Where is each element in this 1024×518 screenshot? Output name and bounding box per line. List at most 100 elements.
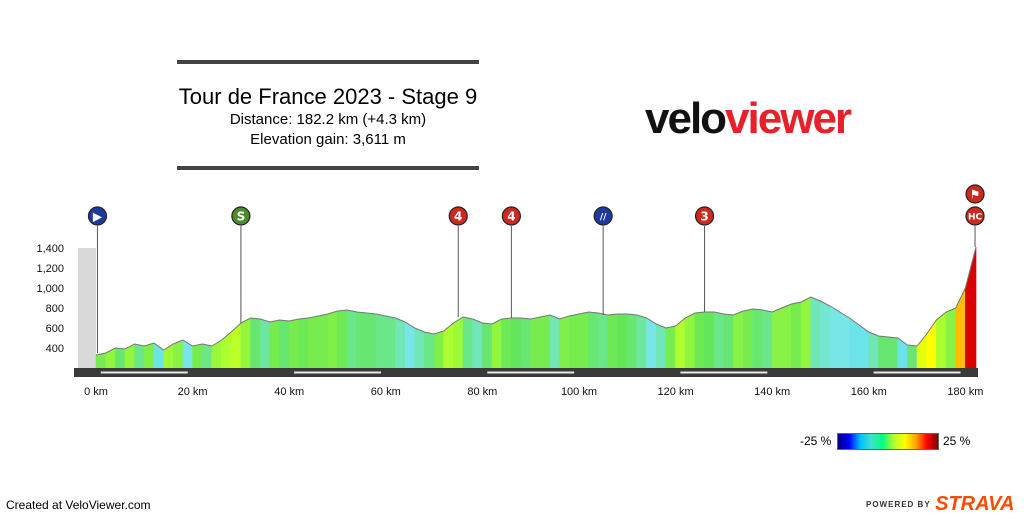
marker-3-symbol: 4 bbox=[507, 210, 515, 224]
profile-segment bbox=[520, 317, 531, 369]
profile-segment bbox=[317, 313, 329, 369]
profile-segment bbox=[395, 317, 406, 369]
profile-segment bbox=[240, 317, 251, 369]
marker-0-icon bbox=[87, 206, 108, 226]
profile-segment bbox=[482, 322, 493, 369]
profile-segment bbox=[878, 335, 889, 369]
profile-segment bbox=[820, 300, 831, 369]
profile-segment bbox=[559, 315, 570, 369]
veloviewer-logo: veloviewer bbox=[645, 94, 852, 144]
profile-segment bbox=[936, 311, 947, 369]
profile-segment bbox=[211, 339, 222, 369]
profile-segment bbox=[549, 314, 560, 369]
profile-segment bbox=[655, 323, 667, 369]
x-tick-label: 100 km bbox=[561, 386, 597, 398]
marker-7-icon bbox=[965, 184, 985, 204]
profile-segment bbox=[453, 316, 464, 369]
profile-segment bbox=[221, 331, 232, 369]
profile-segment bbox=[327, 310, 338, 369]
profile-segment bbox=[752, 308, 763, 369]
profile-segment bbox=[172, 339, 184, 369]
profile-segment bbox=[694, 311, 705, 369]
x-tick-label: 20 km bbox=[178, 386, 208, 398]
profile-segment bbox=[762, 309, 773, 369]
profile-segment bbox=[771, 307, 783, 369]
profile-segment bbox=[250, 317, 261, 369]
profile-segment bbox=[723, 313, 734, 369]
profile-segment bbox=[230, 322, 242, 369]
profile-segment bbox=[742, 308, 754, 369]
profile-segment bbox=[578, 311, 589, 369]
profile-segment bbox=[945, 307, 957, 369]
profile-segment bbox=[955, 287, 966, 369]
profile-segment bbox=[308, 315, 319, 369]
pre-start-area bbox=[78, 248, 96, 368]
profile-segment bbox=[433, 330, 445, 369]
profile-segment bbox=[839, 311, 850, 369]
y-tick-label: 600 bbox=[46, 323, 64, 335]
gradient-legend-bar bbox=[837, 433, 939, 450]
profile-segment bbox=[781, 303, 792, 369]
profile-segment bbox=[366, 312, 377, 369]
profile-segment bbox=[279, 319, 290, 369]
profile-segment bbox=[665, 325, 676, 369]
marker-5-symbol: 3 bbox=[700, 210, 708, 224]
profile-segment bbox=[134, 343, 145, 369]
profile-segment bbox=[598, 312, 609, 369]
x-tick-label: 120 km bbox=[658, 386, 694, 398]
profile-segment bbox=[588, 311, 599, 369]
profile-segment bbox=[530, 316, 541, 369]
profile-segment bbox=[569, 313, 580, 369]
y-tick-label: 1,200 bbox=[36, 263, 64, 275]
profile-segment bbox=[472, 318, 483, 369]
profile-segment bbox=[404, 321, 416, 369]
elevation-profile-chart: 400 600 800 1,000 1,200 1,400 0 km 20 km 40 km 60… bbox=[36, 184, 985, 398]
profile-segment bbox=[675, 317, 686, 369]
profile-segment bbox=[684, 312, 696, 369]
profile-segment bbox=[965, 246, 977, 369]
marker-6-symbol: HC bbox=[968, 213, 983, 223]
elevation-text: Elevation gain: 3,611 m bbox=[250, 131, 406, 148]
profile-segment bbox=[346, 309, 358, 369]
marker-1-symbol: S bbox=[237, 210, 246, 224]
x-tick-label: 60 km bbox=[371, 386, 401, 398]
y-tick-label: 1,000 bbox=[36, 283, 64, 295]
profile-segment bbox=[887, 336, 899, 369]
profile-segment bbox=[916, 333, 928, 369]
profile-segment bbox=[829, 305, 841, 369]
logo-part-velo: velo bbox=[645, 94, 727, 143]
stage-title: Tour de France 2023 - Stage 9 bbox=[178, 84, 478, 109]
profile-segment bbox=[907, 344, 918, 369]
marker-6-icon bbox=[965, 206, 985, 226]
marker-1-icon bbox=[231, 206, 251, 226]
profile-segment bbox=[617, 313, 628, 369]
profile-segment bbox=[269, 319, 280, 369]
profile-segment bbox=[95, 352, 106, 369]
powered-by-text: POWERED BY bbox=[866, 500, 931, 509]
profile-segment bbox=[713, 311, 725, 369]
marker-5-icon bbox=[694, 206, 715, 226]
profile-segment bbox=[424, 331, 435, 369]
marker-0-symbol: ▶ bbox=[93, 210, 103, 224]
profile-segment bbox=[800, 296, 812, 369]
x-tick-label: 40 km bbox=[274, 386, 304, 398]
title-block: Tour de France 2023 - Stage 9 Distance: … bbox=[160, 84, 496, 150]
strava-logo: STRAVA bbox=[935, 493, 1015, 515]
profile-segment bbox=[115, 347, 126, 369]
profile-segment bbox=[356, 311, 367, 369]
marker-4-symbol: // bbox=[600, 213, 607, 223]
profile-segment bbox=[462, 316, 474, 369]
profile-outline bbox=[95, 246, 977, 356]
y-tick-label: 1,400 bbox=[36, 243, 64, 255]
x-tick-label: 180 km bbox=[947, 386, 983, 398]
marker-2-icon bbox=[448, 206, 468, 226]
profile-segment bbox=[626, 313, 638, 369]
profile-segment bbox=[259, 318, 271, 369]
marker-2-symbol: 4 bbox=[454, 210, 462, 224]
x-tick-label: 0 km bbox=[84, 386, 108, 398]
profile-segment bbox=[163, 343, 174, 369]
profile-segment bbox=[810, 296, 821, 369]
profile-segment bbox=[849, 317, 860, 369]
profile-segment bbox=[791, 301, 802, 369]
profile-segment bbox=[491, 318, 503, 369]
